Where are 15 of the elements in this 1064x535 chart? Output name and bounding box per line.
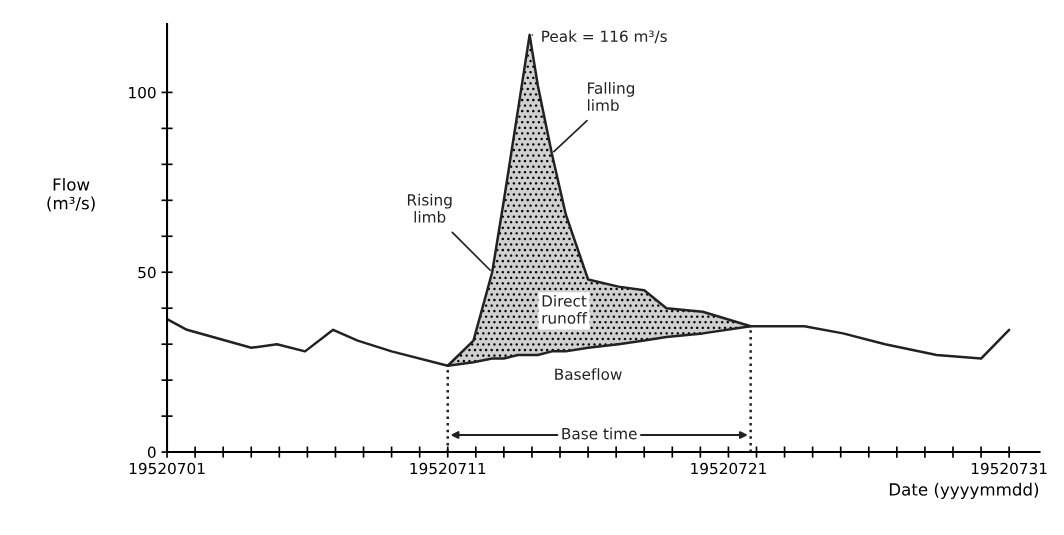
annotation: Peak = 116 m³/s [542,30,667,44]
annotation: Direct runoff [542,294,588,324]
y-tick-label: 100 [129,86,156,99]
annotation: Falling limb [587,82,635,111]
x-tick-label: 19520721 [691,462,766,475]
y-tick-label: 0 [147,446,156,459]
x-tick-label: 19520731 [971,462,1047,475]
annotation: Base time [562,427,637,440]
x-tick-label: 19520701 [129,462,205,475]
x-axis-title: Date (yyyymmdd) [889,482,1039,499]
annotation: Baseflow [555,368,622,380]
x-tick-label: 19520711 [410,462,486,475]
y-tick-label: 50 [138,266,156,279]
y-axis-title: Flow (m³/s) [47,177,95,212]
annotation: Rising limb [407,193,452,223]
